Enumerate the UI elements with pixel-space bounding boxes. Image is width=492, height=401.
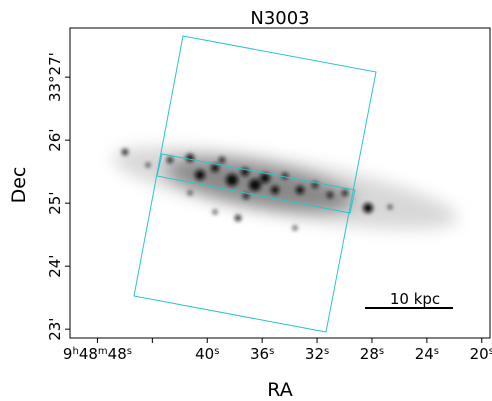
y-tick-label: 33°27' <box>46 52 64 102</box>
y-tick-label: 26' <box>46 129 64 152</box>
scale-bar-label: 10 kpc <box>390 290 440 308</box>
chart-title: N3003 <box>250 8 309 29</box>
x-tick-label: 24s <box>415 345 439 363</box>
y-tick-label: 23' <box>46 318 64 341</box>
y-axis-label: Dec <box>8 167 30 204</box>
x-tick-label: 40s <box>195 345 219 363</box>
plot-frame <box>69 27 491 339</box>
y-tick-label: 24' <box>46 255 64 278</box>
footprints <box>133 35 377 333</box>
x-axis-label: RA <box>267 379 292 401</box>
footprint <box>133 35 377 333</box>
x-tick-label: 36s <box>250 345 274 363</box>
slit <box>156 153 356 214</box>
x-tick-label: 9h48m48s <box>63 345 132 363</box>
x-tick-label: 20s <box>470 345 492 363</box>
x-tick-label: 32s <box>305 345 329 363</box>
y-tick-label: 25' <box>46 192 64 215</box>
galaxy-image <box>112 146 458 230</box>
x-tick-label: 28s <box>360 345 384 363</box>
